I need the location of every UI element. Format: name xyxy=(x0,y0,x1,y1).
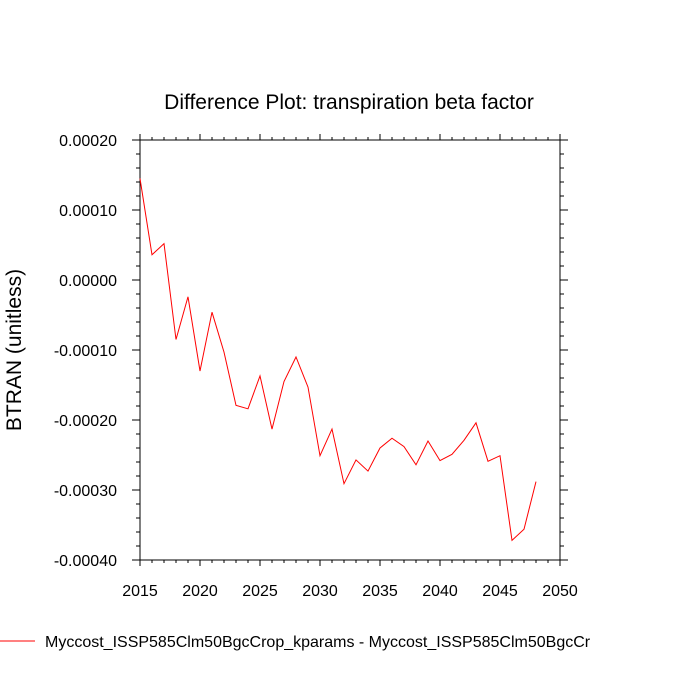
series-group xyxy=(139,178,537,542)
plot-frame xyxy=(139,139,561,561)
x-tick-label: 2025 xyxy=(242,583,278,600)
x-tick-label: 2050 xyxy=(542,583,578,600)
y-tick-label: 0.00020 xyxy=(59,133,117,150)
x-tick-label: 2015 xyxy=(122,583,158,600)
x-tick-label: 2045 xyxy=(482,583,518,600)
x-tick-label: 2020 xyxy=(182,583,218,600)
legend: Myccost_ISSP585Clm50BgcCrop_kparams - My… xyxy=(0,634,591,651)
y-tick-label: -0.00010 xyxy=(54,343,117,360)
x-tick-label: 2030 xyxy=(302,583,338,600)
y-tick-label: 0.00010 xyxy=(59,203,117,220)
x-tick-label: 2035 xyxy=(362,583,398,600)
legend-label: Myccost_ISSP585Clm50BgcCrop_kparams - My… xyxy=(45,634,591,651)
y-tick-label: 0.00000 xyxy=(59,273,117,290)
chart-title: Difference Plot: transpiration beta fact… xyxy=(164,91,534,114)
axes: 2015 2020 2025 2030 2035 2040 2045 2050 -0.00040… xyxy=(54,133,578,600)
y-tick-label: -0.00030 xyxy=(54,483,117,500)
y-tick-label: -0.00040 xyxy=(54,553,117,570)
x-tick-label: 2040 xyxy=(422,583,458,600)
y-axis-label: BTRAN (unitless) xyxy=(3,269,26,431)
y-tick-label: -0.00020 xyxy=(54,413,117,430)
series-line xyxy=(139,178,537,542)
y-axis-label-group: BTRAN (unitless) xyxy=(3,269,26,431)
